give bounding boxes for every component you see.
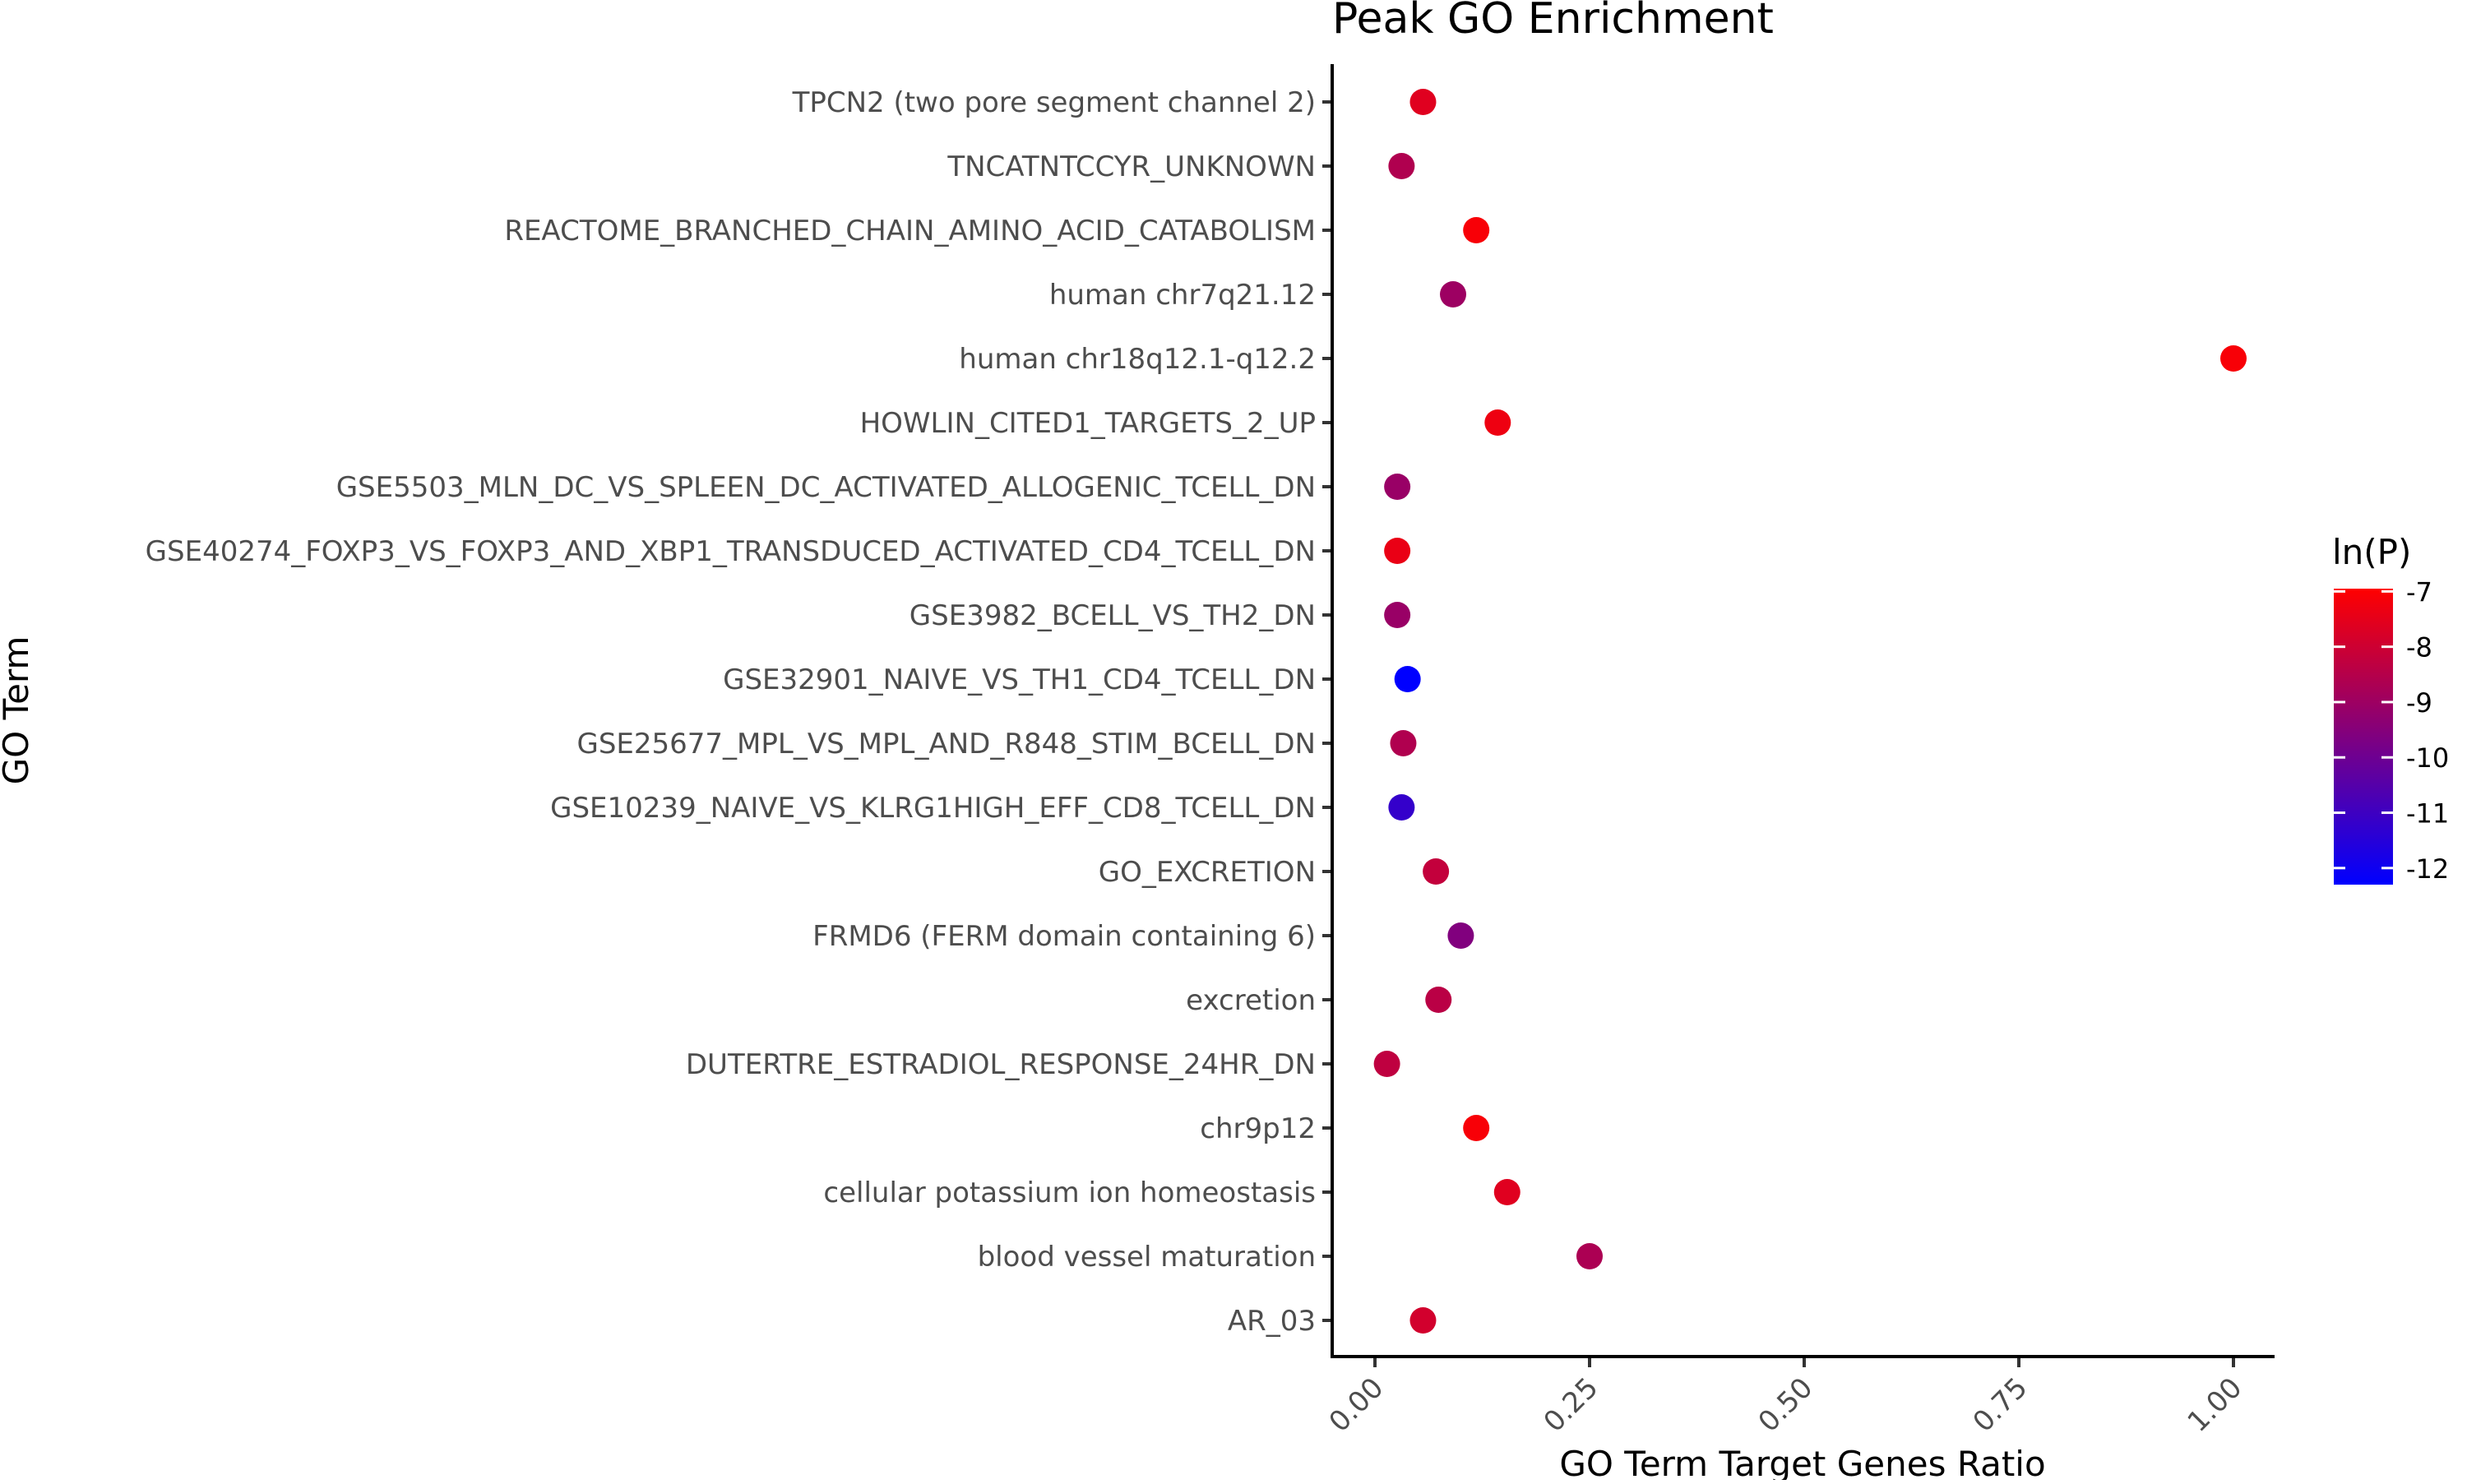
data-point bbox=[1493, 1179, 1520, 1205]
y-tick-label: excretion bbox=[1186, 984, 1316, 1017]
data-point bbox=[1463, 1115, 1490, 1141]
y-tick-label: blood vessel maturation bbox=[978, 1241, 1316, 1274]
data-point bbox=[1384, 474, 1411, 500]
y-tick-label: GSE40274_FOXP3_VS_FOXP3_AND_XBP1_TRANSDU… bbox=[146, 535, 1316, 568]
y-tick-label: DUTERTRE_ESTRADIOL_RESPONSE_24HR_DN bbox=[686, 1048, 1316, 1081]
legend-title: ln(P) bbox=[2332, 532, 2411, 572]
legend-tick-label: -7 bbox=[2406, 576, 2432, 608]
data-point bbox=[1384, 538, 1411, 564]
data-point bbox=[1463, 217, 1490, 243]
y-tick-label: GSE25677_MPL_VS_MPL_AND_R848_STIM_BCELL_… bbox=[576, 728, 1316, 760]
data-point bbox=[1447, 922, 1474, 949]
x-tick-labels: 0.00 0.25 0.50 0.75 1.00 bbox=[1323, 1371, 2249, 1439]
data-point bbox=[1388, 153, 1415, 179]
data-point bbox=[1388, 794, 1415, 821]
y-tick-labels: TPCN2 (two pore segment channel 2) TNCATN… bbox=[146, 86, 1316, 1338]
plot-title: Peak GO Enrichment bbox=[1332, 0, 1774, 44]
y-tick-label: TNCATNTCCYR_UNKNOWN bbox=[947, 150, 1316, 183]
data-point bbox=[1440, 281, 1467, 307]
data-points bbox=[1373, 89, 2247, 1334]
data-point bbox=[2220, 345, 2247, 372]
legend-tick-label: -10 bbox=[2406, 742, 2449, 774]
y-tick-label: GO_EXCRETION bbox=[1099, 856, 1316, 889]
data-point bbox=[1390, 730, 1417, 756]
y-tick-label: cellular potassium ion homeostasis bbox=[823, 1177, 1316, 1209]
data-point bbox=[1409, 89, 1437, 115]
color-legend: ln(P) -7 -8 -9 -10 -11 -12 bbox=[2332, 532, 2449, 885]
y-tick-label: GSE3982_BCELL_VS_TH2_DN bbox=[910, 599, 1316, 632]
y-tick-label: REACTOME_BRANCHED_CHAIN_AMINO_ACID_CATAB… bbox=[504, 215, 1316, 247]
legend-tick-label: -12 bbox=[2406, 853, 2449, 885]
y-tick-label: FRMD6 (FERM domain containing 6) bbox=[812, 920, 1316, 953]
legend-colorbar bbox=[2334, 589, 2393, 885]
y-tick-label: GSE5503_MLN_DC_VS_SPLEEN_DC_ACTIVATED_AL… bbox=[336, 471, 1316, 504]
y-tick-label: human chr7q21.12 bbox=[1049, 279, 1316, 312]
x-tick-label: 1.00 bbox=[2182, 1371, 2249, 1439]
y-tick-label: TPCN2 (two pore segment channel 2) bbox=[792, 86, 1316, 119]
data-point bbox=[1409, 1307, 1437, 1334]
data-point bbox=[1423, 858, 1450, 885]
legend-tick-label: -9 bbox=[2406, 687, 2432, 719]
y-tick-label: GSE32901_NAIVE_VS_TH1_CD4_TCELL_DN bbox=[723, 663, 1316, 696]
data-point bbox=[1384, 602, 1411, 628]
y-tick-label: GSE10239_NAIVE_VS_KLRG1HIGH_EFF_CD8_TCEL… bbox=[550, 792, 1316, 825]
x-tick-label: 0.25 bbox=[1538, 1371, 1605, 1439]
data-point bbox=[1373, 1051, 1400, 1077]
data-point bbox=[1425, 987, 1452, 1013]
data-point bbox=[1576, 1243, 1603, 1269]
y-tick-label: AR_03 bbox=[1228, 1305, 1316, 1338]
x-axis-title: GO Term Target Genes Ratio bbox=[1559, 1444, 2045, 1480]
legend-ticks: -7 -8 -9 -10 -11 -12 bbox=[2334, 576, 2449, 885]
x-tick-label: 0.75 bbox=[1967, 1371, 2034, 1439]
y-tick-label: HOWLIN_CITED1_TARGETS_2_UP bbox=[860, 407, 1316, 440]
legend-tick-label: -8 bbox=[2406, 632, 2432, 663]
y-tick-label: human chr18q12.1-q12.2 bbox=[959, 343, 1316, 376]
legend-tick-label: -11 bbox=[2406, 798, 2449, 830]
x-tick-label: 0.50 bbox=[1752, 1371, 1820, 1439]
x-ticks bbox=[1373, 1357, 2235, 1367]
data-point bbox=[1484, 409, 1511, 436]
y-axis-title: GO Term bbox=[0, 636, 36, 785]
data-point bbox=[1394, 666, 1421, 692]
x-tick-label: 0.00 bbox=[1323, 1371, 1391, 1439]
y-tick-label: chr9p12 bbox=[1200, 1112, 1316, 1145]
